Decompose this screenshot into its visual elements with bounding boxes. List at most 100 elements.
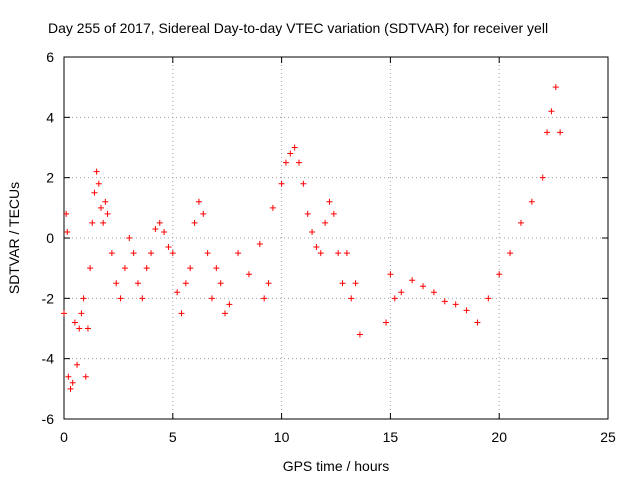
data-point: [134, 280, 141, 287]
x-tick-label: 20: [491, 429, 507, 445]
data-point: [93, 168, 100, 175]
data-point: [143, 265, 150, 272]
data-point: [544, 129, 551, 136]
data-point: [165, 244, 172, 251]
data-points: [61, 84, 564, 392]
data-point: [174, 289, 181, 296]
data-point: [557, 129, 564, 136]
data-point: [126, 235, 133, 241]
data-point: [398, 289, 405, 296]
data-point: [485, 295, 492, 302]
data-point: [383, 319, 390, 326]
chart-title: Day 255 of 2017, Sidereal Day-to-day VTE…: [48, 20, 548, 36]
data-point: [76, 325, 83, 332]
data-point: [61, 310, 67, 317]
data-point: [463, 307, 470, 314]
data-point: [517, 219, 524, 226]
data-point: [278, 180, 285, 187]
data-point: [548, 108, 555, 115]
data-point: [335, 250, 342, 257]
data-point: [71, 319, 78, 326]
data-point: [343, 250, 350, 257]
data-point: [256, 241, 263, 248]
data-point: [265, 280, 272, 287]
data-point: [287, 150, 294, 157]
data-point: [130, 250, 137, 257]
data-point: [156, 219, 163, 226]
y-tick-label: -2: [42, 290, 55, 306]
data-point: [420, 283, 427, 290]
data-point: [113, 280, 120, 287]
data-point: [65, 373, 72, 380]
data-point: [104, 210, 111, 217]
data-point: [528, 198, 535, 205]
y-tick-label: 0: [46, 230, 54, 246]
data-point: [89, 219, 96, 226]
data-point: [313, 244, 320, 251]
data-point: [282, 159, 289, 166]
data-point: [348, 295, 355, 302]
data-point: [496, 271, 503, 278]
data-point: [63, 210, 70, 217]
data-point: [507, 250, 514, 257]
grid-lines: [64, 57, 608, 419]
data-point: [552, 84, 559, 91]
x-tick-label: 0: [60, 429, 68, 445]
data-point: [139, 295, 146, 302]
data-point: [409, 277, 416, 284]
data-point: [235, 250, 242, 257]
x-axis-label: GPS time / hours: [283, 458, 390, 474]
data-point: [191, 219, 198, 226]
data-point: [187, 265, 194, 272]
data-point: [245, 271, 252, 278]
y-tick-label: -6: [42, 411, 55, 427]
data-point: [148, 250, 155, 257]
data-point: [195, 198, 202, 205]
data-point: [213, 265, 220, 272]
y-tick-label: -4: [42, 351, 55, 367]
data-point: [84, 325, 91, 332]
data-point: [330, 210, 337, 217]
data-point: [217, 280, 224, 287]
data-point: [102, 198, 109, 205]
data-point: [80, 295, 87, 302]
data-point: [387, 271, 394, 278]
data-point: [352, 280, 359, 287]
data-point: [539, 174, 546, 181]
data-point: [152, 225, 159, 232]
data-point: [309, 228, 316, 235]
data-point: [300, 180, 307, 187]
data-point: [78, 310, 85, 317]
data-point: [67, 385, 74, 392]
y-tick-label: 2: [46, 170, 54, 186]
data-point: [69, 379, 76, 386]
data-point: [121, 265, 128, 272]
data-point: [322, 219, 329, 226]
y-axis-label: SDTVAR / TECUs: [6, 182, 22, 294]
data-point: [87, 265, 94, 272]
x-tick-label: 15: [383, 429, 399, 445]
data-point: [74, 361, 81, 368]
data-point: [117, 295, 124, 302]
data-point: [226, 301, 233, 308]
data-point: [169, 250, 176, 257]
data-point: [261, 295, 268, 302]
data-point: [200, 210, 207, 217]
data-point: [391, 295, 398, 302]
data-point: [82, 373, 89, 380]
data-point: [161, 228, 168, 235]
data-point: [430, 289, 437, 296]
y-tick-label: 6: [46, 49, 54, 65]
data-point: [269, 204, 276, 211]
data-point: [97, 204, 104, 211]
axis-ticks: -6 -4 -2 0 2 4 6 0 5 10 15 20 25: [42, 49, 616, 445]
data-point: [100, 219, 107, 226]
data-point: [291, 144, 298, 151]
data-point: [222, 310, 229, 317]
data-point: [91, 189, 98, 196]
data-point: [474, 319, 481, 326]
x-tick-label: 5: [169, 429, 177, 445]
data-point: [356, 331, 363, 338]
data-point: [304, 210, 311, 217]
data-point: [296, 159, 303, 166]
